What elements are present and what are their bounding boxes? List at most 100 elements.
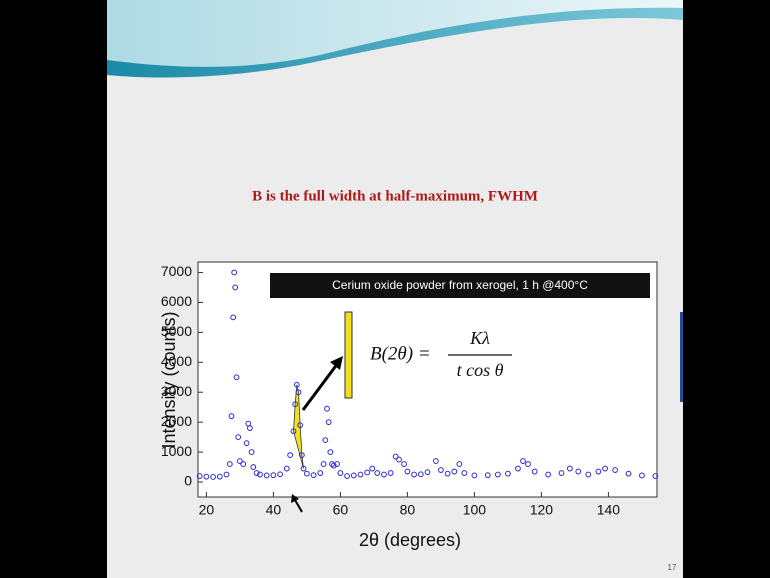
data-point [392,453,399,460]
data-point [330,462,337,469]
y-tick-label: 7000 [161,263,192,279]
data-point [369,465,376,472]
formula-numerator: Kλ [469,328,490,348]
y-tick-label: 3000 [161,383,192,399]
data-point [300,465,307,472]
data-point [424,469,431,476]
data-point [253,470,260,476]
data-point [263,472,270,479]
data-point [226,461,233,467]
data-point [298,452,305,458]
data-point [602,465,608,472]
data-point [233,374,240,381]
data-point [216,473,223,480]
y-tick-label: 2000 [161,413,192,429]
data-point [505,470,511,477]
data-point [471,472,478,479]
data-point [228,413,235,420]
arrow [301,362,340,411]
data-point [317,470,324,476]
data-point [230,314,237,321]
header-wave-light [107,0,683,67]
data-point [337,470,344,476]
formula-denominator: t cos θ [457,360,504,380]
data-point [612,467,619,473]
data-point [396,456,402,463]
formula-lhs: B(2θ) = [370,343,431,364]
data-point [235,434,242,441]
plot-area [197,261,658,498]
data-point [484,472,491,479]
data-point [231,269,238,276]
data-point [625,470,632,477]
data-point [411,471,417,478]
data-point [232,284,239,291]
x-tick-label: 140 [597,502,621,518]
data-point [639,472,645,479]
data-point [387,470,394,476]
data-point [325,419,332,426]
y-tick-label: 5000 [161,323,192,339]
data-point [196,473,203,479]
data-point [558,470,565,476]
x-axis-label: 2θ (degrees) [359,530,461,550]
data-point [287,452,294,458]
data-point [334,461,340,467]
data-point [324,405,330,412]
data-point [203,473,210,480]
annotation-text: Cerium oxide powder from xerogel, 1 h @4… [332,278,588,292]
x-tick-label: 100 [463,502,487,518]
data-point [520,458,526,464]
data-point [297,422,304,429]
data-point [364,469,371,476]
data-point [595,468,602,475]
data-point [404,468,411,475]
data-point [575,468,582,475]
data-point [236,458,243,464]
data-point [494,471,501,478]
data-point [652,473,659,479]
data-point [525,461,531,467]
data-point [456,461,463,467]
data-point [585,471,592,478]
data-point [243,440,250,447]
scroll-mark [680,312,683,402]
data-point [293,381,300,388]
arrow-head [330,356,343,370]
y-tick-label: 6000 [161,293,192,309]
data-point [531,468,538,475]
data-point [515,465,521,472]
data-point [444,470,451,477]
data-point [401,461,407,467]
data-point [248,449,255,455]
data-point [292,401,299,408]
data-point [283,465,290,472]
data-point [250,464,257,470]
pointer-head [291,494,299,503]
x-tick-label: 20 [199,502,215,518]
data-point [344,473,350,479]
data-point [327,449,334,455]
data-point [357,471,364,478]
data-point [566,465,573,472]
data-point [350,472,357,479]
data-point [290,428,297,435]
data-point [417,471,424,478]
data-point [461,470,468,476]
data-point [374,470,381,476]
data-point [223,471,230,478]
annotation-box [270,273,650,298]
y-axis-label: Intensity (counts) [159,311,179,448]
data-point [451,468,458,475]
data-point [270,472,277,479]
data-point [432,458,439,464]
data-point [381,471,387,478]
fwhm-bar [344,311,353,399]
x-tick-label: 60 [333,502,349,518]
data-point [303,470,310,477]
data-point [438,467,444,473]
data-point [322,437,329,444]
data-point [210,474,216,480]
